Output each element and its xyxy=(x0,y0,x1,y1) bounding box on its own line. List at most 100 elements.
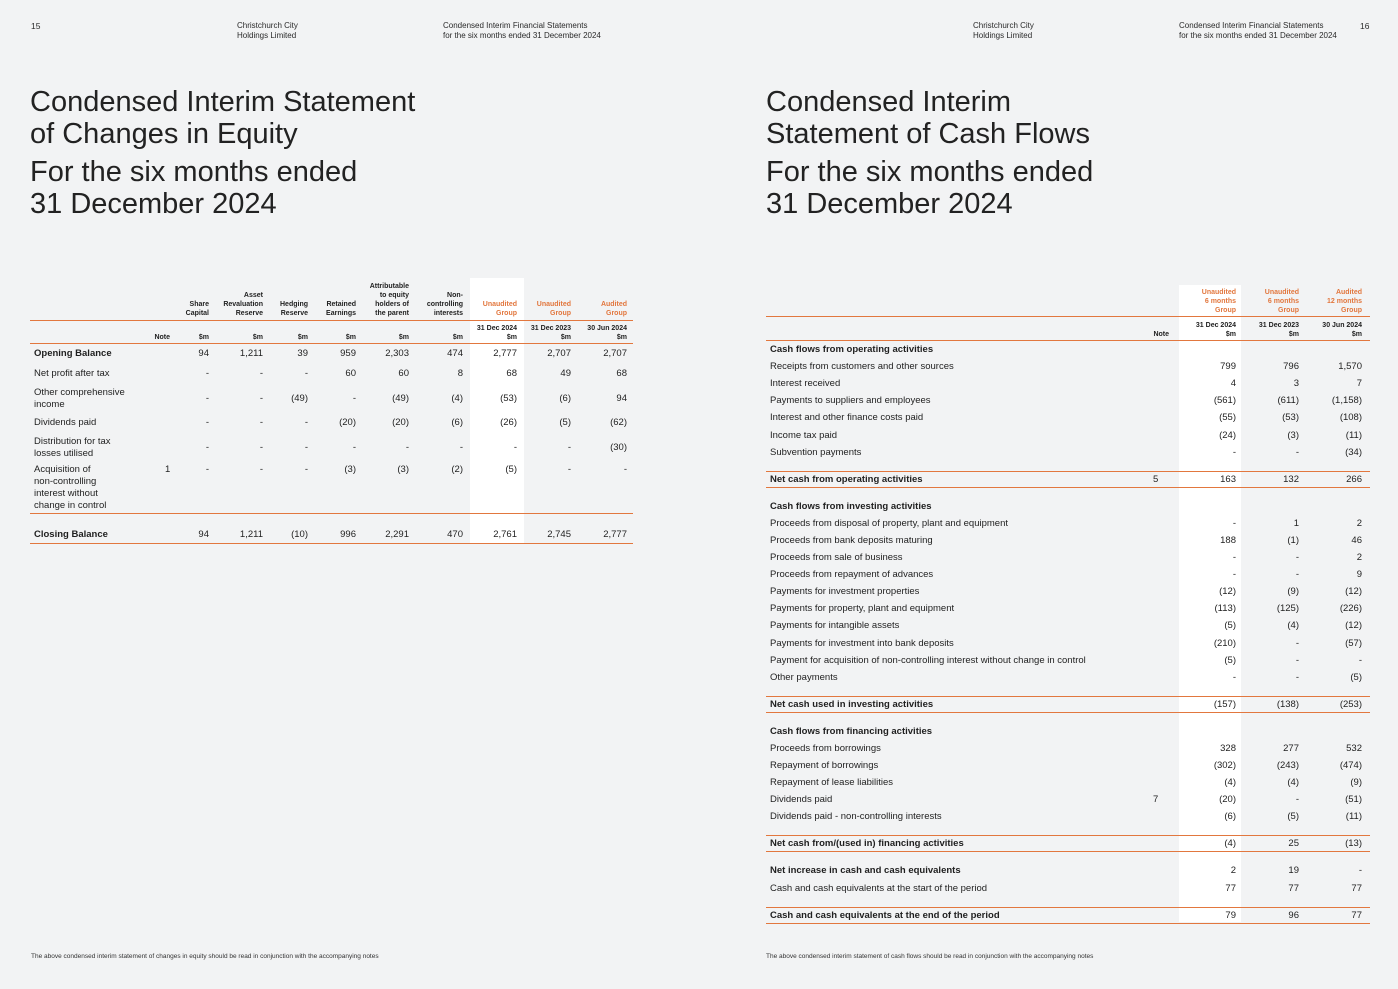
row-label-line: Other comprehensive xyxy=(34,387,125,398)
company-line: Holdings Limited xyxy=(237,31,297,40)
column-header-line: Unaudited xyxy=(1201,289,1236,296)
header-rule xyxy=(30,320,633,321)
cell-value: 3 xyxy=(1293,378,1299,390)
closing-top-rule xyxy=(30,513,633,514)
cell-value: 2,761 xyxy=(493,529,517,540)
column-header-line: Hedging xyxy=(280,301,308,308)
row-label: Closing Balance xyxy=(34,529,108,541)
cell-value: - xyxy=(459,442,463,453)
row-label: Income tax paid xyxy=(770,429,838,441)
cell-value: 132 xyxy=(1283,473,1299,485)
cell-value: - xyxy=(352,442,356,453)
column-header: Unaudited Group xyxy=(511,300,571,318)
cell-value: 77 xyxy=(1288,882,1299,894)
cell-value: 68 xyxy=(506,368,517,379)
cell-value: 2,777 xyxy=(603,529,627,540)
column-unit: $m xyxy=(398,334,409,341)
closing-bottom-rule xyxy=(30,543,633,544)
cell-value: - xyxy=(259,368,263,379)
row-label-line: Dividends paid xyxy=(34,417,97,428)
cell-value: 60 xyxy=(345,368,356,379)
company-line: Christchurch City xyxy=(237,21,298,30)
doc-title-line: for the six months ended 31 December 202… xyxy=(443,31,601,40)
cell-value: 1,211 xyxy=(239,348,263,359)
cell-value: 94 xyxy=(198,348,209,359)
row-label: Other payments xyxy=(770,671,838,683)
cell-value: (53) xyxy=(500,393,517,404)
row-label: Opening Balance xyxy=(34,348,112,360)
cell-value: - xyxy=(1295,446,1299,458)
column-header-line: holders of xyxy=(375,301,409,308)
page-title: Condensed Interim Statement of Cash Flow… xyxy=(766,86,1090,150)
cell-value: 2 xyxy=(1230,865,1236,877)
column-header: Hedging Reserve xyxy=(248,300,308,318)
total-top-rule xyxy=(766,835,1370,837)
column-header: Asset Revaluation Reserve xyxy=(203,291,263,318)
cell-value: - xyxy=(1232,517,1236,529)
row-label: Acquisition of non-controlling interest wi… xyxy=(34,464,106,512)
cell-value: 2 xyxy=(1356,552,1362,563)
cell-value: (11) xyxy=(1345,429,1362,441)
subtitle-line: For the six months ended xyxy=(766,156,1094,188)
total-bottom-rule xyxy=(766,922,1370,924)
column-header-line: Unaudited xyxy=(1264,289,1299,296)
cell-value: - xyxy=(513,442,517,453)
row-label: Payments for investment into bank deposi… xyxy=(770,637,954,649)
cell-value: (3) xyxy=(344,464,356,475)
column-header: Non-controlling interests xyxy=(403,291,463,318)
cell-value: (4) xyxy=(1287,620,1299,632)
column-header-line: Attributable xyxy=(369,283,409,290)
cell-value: (5) xyxy=(505,464,517,475)
row-label: Cash and cash equivalents at the end of … xyxy=(770,909,1000,921)
cell-value: (4) xyxy=(1224,838,1236,850)
subtitle-line: For the six months ended xyxy=(30,156,358,188)
column-header-line: controlling xyxy=(426,301,463,308)
column-period: 30 Jun 2024 xyxy=(1322,322,1362,329)
cell-value: 328 xyxy=(1220,742,1236,754)
header-rule xyxy=(30,343,633,344)
cell-value: - xyxy=(205,442,209,453)
cell-value: (1,158) xyxy=(1331,395,1362,407)
cell-value: - xyxy=(1232,446,1236,458)
cell-value: (474) xyxy=(1339,760,1362,771)
column-header: Unaudited Group xyxy=(457,300,517,318)
cell-value: (55) xyxy=(1219,412,1236,424)
row-label: Interest received xyxy=(770,378,841,390)
title-line: of Changes in Equity xyxy=(30,118,298,150)
cell-value: (561) xyxy=(1213,395,1236,407)
cell-value: - xyxy=(1295,637,1299,649)
cell-value: (24) xyxy=(1219,429,1236,441)
page-number: 16 xyxy=(1360,21,1370,31)
cell-value: (12) xyxy=(1345,586,1362,598)
total-bottom-rule xyxy=(766,851,1370,853)
cell-value: (49) xyxy=(392,393,409,404)
note-column-header: Note xyxy=(154,334,170,341)
cell-value: 2,777 xyxy=(493,348,517,359)
doc-title-line: Condensed Interim Financial Statements xyxy=(1179,21,1324,30)
total-bottom-rule xyxy=(766,486,1370,488)
cell-value: (108) xyxy=(1339,412,1362,424)
cell-value: 277 xyxy=(1283,742,1299,754)
cell-value: 470 xyxy=(447,529,463,540)
cell-value: 163 xyxy=(1220,473,1236,485)
row-label: Cash flows from operating activities xyxy=(770,344,934,355)
cell-value: (2) xyxy=(451,464,463,475)
column-unit: $m xyxy=(1288,331,1299,338)
cell-value: (226) xyxy=(1339,603,1362,615)
highlight-column xyxy=(470,278,524,543)
column-unit: $m xyxy=(560,334,571,341)
row-label: Net cash from/(used in) financing activi… xyxy=(770,838,964,850)
cell-value: 188 xyxy=(1220,534,1236,546)
company-name: Christchurch City Holdings Limited xyxy=(237,21,298,41)
column-header-line: Group xyxy=(550,310,571,317)
row-label-line: Closing Balance xyxy=(34,529,108,540)
cell-value: - xyxy=(205,464,209,475)
cell-value: - xyxy=(623,464,627,475)
column-unit: $m xyxy=(297,334,308,341)
column-header: Unaudited 6 months Group xyxy=(1176,288,1236,315)
cell-value: (57) xyxy=(1345,637,1362,649)
cell-value: (11) xyxy=(1345,811,1362,823)
column-header-line: Group xyxy=(1215,307,1236,314)
cell-value: - xyxy=(567,464,571,475)
cell-value: (3) xyxy=(1287,429,1299,441)
